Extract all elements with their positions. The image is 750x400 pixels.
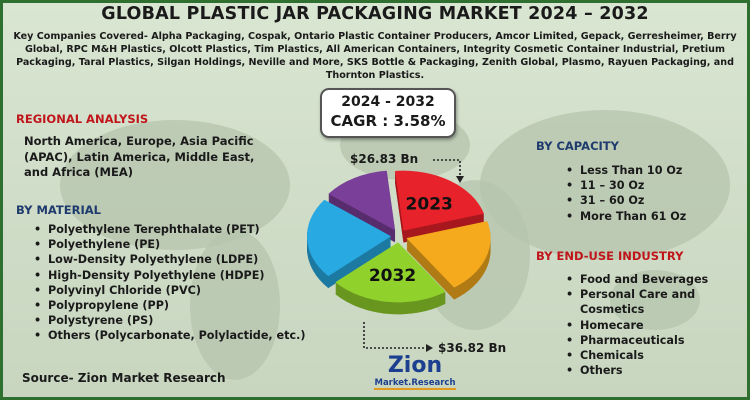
pie-slice-label-2032: 2032 — [369, 266, 416, 286]
logo-sub-label: Market.Research — [374, 378, 456, 390]
end-use-item: Food and Beverages — [566, 272, 716, 287]
material-item: Polypropylene (PP) — [34, 298, 305, 313]
logo-main-text: Zion — [387, 353, 443, 378]
regional-analysis-text: North America, Europe, Asia Pacific (APA… — [24, 134, 255, 179]
material-item: High-Density Polyethylene (HDPE) — [34, 268, 305, 283]
capacity-item: More Than 61 Oz — [566, 209, 686, 224]
arrow-2023 — [433, 159, 461, 178]
source-text: Source- Zion Market Research — [22, 371, 226, 385]
end-use-item: Personal Care and Cosmetics — [566, 287, 716, 317]
arrow-2032-head — [426, 344, 433, 352]
end-use-item: Chemicals — [566, 348, 716, 363]
pie-slice-label-2023: 2023 — [406, 194, 453, 214]
by-material-heading: BY MATERIAL — [16, 203, 101, 217]
pie-slice-3 — [307, 199, 392, 277]
cagr-box: 2024 - 2032 CAGR : 3.58% — [320, 88, 456, 138]
material-item: Low-Density Polyethylene (LDPE) — [34, 252, 305, 267]
arrow-2023-head — [456, 176, 464, 183]
value-label-2032: $36.82 Bn — [438, 341, 507, 355]
pie-slice-1 — [406, 221, 491, 288]
material-item: Polystyrene (PS) — [34, 313, 305, 328]
capacity-list: Less Than 10 Oz 11 – 30 Oz 31 – 60 Oz Mo… — [566, 163, 686, 224]
logo-sub-text: Market.Research — [373, 378, 457, 390]
pie-slice-2 — [335, 242, 446, 303]
capacity-item: 31 – 60 Oz — [566, 193, 686, 208]
key-companies-text: Key Companies Covered- Alpha Packaging, … — [13, 31, 737, 81]
value-label-2023: $26.83 Bn — [350, 152, 419, 166]
material-list: Polyethylene Terephthalate (PET) Polyeth… — [34, 222, 305, 344]
material-item: Polyvinyl Chloride (PVC) — [34, 283, 305, 298]
end-use-item: Homecare — [566, 318, 716, 333]
cagr-period: 2024 - 2032 — [341, 94, 435, 110]
by-capacity-heading: BY CAPACITY — [536, 139, 619, 153]
material-item: Polyethylene (PE) — [34, 237, 305, 252]
exploded-pie-chart: 2023 2032 — [307, 170, 491, 315]
cagr-value: CAGR : 3.58% — [330, 112, 446, 130]
pie-slice-4 — [328, 170, 396, 231]
arrow-2032 — [363, 322, 428, 349]
end-use-item: Pharmaceuticals — [566, 333, 716, 348]
page-title: GLOBAL PLASTIC JAR PACKAGING MARKET 2024… — [101, 4, 649, 24]
end-use-list: Food and Beverages Personal Care and Cos… — [566, 272, 716, 379]
material-item: Polyethylene Terephthalate (PET) — [34, 222, 305, 237]
by-end-use-heading: BY END-USE INDUSTRY — [536, 249, 684, 263]
pie-slice-0 — [395, 170, 484, 231]
material-item: Others (Polycarbonate, Polylactide, etc.… — [34, 328, 305, 343]
end-use-item: Others — [566, 363, 716, 378]
zion-logo: Zion Market.Research — [373, 354, 457, 398]
regional-analysis-heading: REGIONAL ANALYSIS — [16, 112, 149, 126]
capacity-item: Less Than 10 Oz — [566, 163, 686, 178]
capacity-item: 11 – 30 Oz — [566, 178, 686, 193]
